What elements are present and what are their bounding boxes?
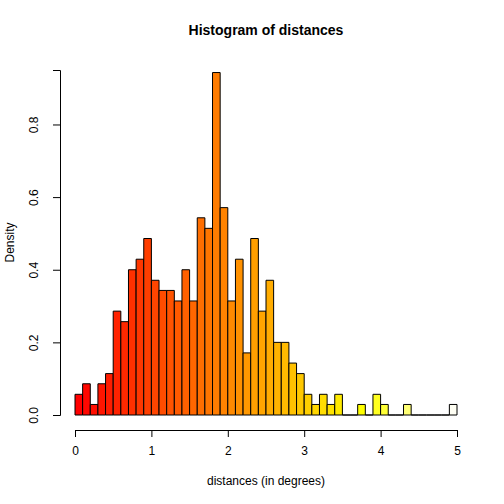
y-tick-mark	[53, 415, 60, 416]
bar	[205, 228, 213, 415]
bar	[426, 415, 434, 416]
x-axis-title: distances (in degrees)	[207, 474, 325, 488]
bar	[449, 404, 457, 415]
y-tick-mark	[53, 197, 60, 198]
y-tick-label: 0.0	[27, 407, 41, 424]
bar	[151, 280, 159, 415]
bar	[197, 218, 205, 415]
bar	[411, 415, 419, 416]
x-tick-mark	[228, 430, 229, 437]
y-tick-mark	[53, 342, 60, 343]
x-tick-label: 5	[454, 444, 461, 458]
bars	[75, 73, 457, 415]
bar	[159, 290, 167, 415]
bar	[136, 259, 144, 415]
x-tick-mark	[381, 430, 382, 437]
bar	[128, 270, 136, 415]
x-axis-line	[76, 431, 458, 438]
x-tick: 2	[225, 430, 232, 458]
x-tick: 3	[301, 430, 308, 458]
bar	[335, 394, 343, 415]
chart: 0 1 2 3 4 5 0.0 0.2 0.4 0.6 0.8 Histogram of distan…	[0, 0, 504, 504]
bar	[419, 415, 427, 416]
bar	[258, 311, 266, 415]
y-tick: 0.2	[27, 334, 60, 351]
bar	[404, 404, 412, 415]
bar	[266, 280, 274, 415]
bar	[274, 342, 282, 415]
bar	[281, 342, 289, 415]
x-tick-mark	[151, 430, 152, 437]
bar	[388, 415, 396, 416]
bar	[434, 415, 442, 416]
bar	[213, 73, 221, 415]
x-tick: 0	[72, 430, 79, 458]
title: Histogram of distances	[189, 22, 344, 38]
bar	[75, 394, 83, 415]
x-tick-label: 0	[72, 444, 79, 458]
bar	[235, 259, 243, 415]
y-tick-label: 0.8	[27, 116, 41, 133]
y-tick: 0.0	[27, 407, 60, 424]
bar	[373, 394, 381, 415]
bar	[365, 415, 373, 416]
bar	[190, 301, 198, 415]
bar	[350, 415, 358, 416]
bar	[121, 322, 129, 415]
y-tick-label: 0.6	[27, 189, 41, 206]
bar	[381, 404, 389, 415]
x-tick-label: 2	[225, 444, 232, 458]
bar	[251, 239, 259, 415]
y-tick-label: 0.4	[27, 262, 41, 279]
bar	[342, 415, 350, 416]
y-tick: 0.4	[27, 262, 60, 279]
bar	[304, 394, 312, 415]
bar	[228, 301, 236, 415]
bar	[312, 404, 320, 415]
bar	[289, 363, 297, 415]
y-tick-mark	[53, 124, 60, 125]
bar	[327, 404, 335, 415]
bar	[396, 415, 404, 416]
x-tick: 1	[149, 430, 156, 458]
bar	[83, 384, 91, 415]
x-tick: 5	[454, 430, 461, 458]
x-tick-mark	[304, 430, 305, 437]
y-tick-label: 0.2	[27, 334, 41, 351]
bar	[243, 353, 251, 415]
x-tick-label: 1	[149, 444, 156, 458]
bar	[106, 374, 114, 415]
x-tick: 4	[378, 430, 385, 458]
bar	[442, 415, 450, 416]
y-axis-line	[53, 71, 61, 416]
x-axis: 0 1 2 3 4 5	[72, 430, 461, 458]
bar	[144, 239, 152, 415]
bar	[220, 208, 228, 415]
bar	[297, 374, 305, 415]
bar	[98, 384, 106, 415]
y-axis-title: Density	[3, 222, 17, 262]
x-tick-label: 4	[378, 444, 385, 458]
y-tick: 0.6	[27, 189, 60, 206]
x-tick-mark	[457, 430, 458, 437]
y-tick: 0.8	[27, 116, 60, 133]
bar	[358, 404, 366, 415]
bar	[113, 311, 121, 415]
x-tick-label: 3	[301, 444, 308, 458]
y-tick-mark	[53, 270, 60, 271]
bar	[90, 404, 98, 415]
bar	[174, 301, 182, 415]
bar	[319, 394, 327, 415]
bar	[182, 270, 190, 415]
x-tick-mark	[75, 430, 76, 437]
bar	[167, 290, 175, 415]
y-axis: 0.0 0.2 0.4 0.6 0.8	[27, 71, 61, 424]
